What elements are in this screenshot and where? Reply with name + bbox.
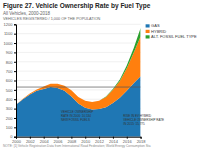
legend-label: HYBRID [151,29,166,34]
y-axis-title: VEHICLES REGISTERED / 1,000 OF THE POPUL… [3,17,101,21]
tick-mark [14,62,16,63]
tick-label: 700 [6,69,13,74]
tick: 0 [10,134,16,139]
tick-mark [14,137,16,138]
tick-mark [14,52,16,53]
tick-label: 500 [6,88,13,93]
tick: 1000 [4,41,16,46]
tick-label: 2016 [123,139,133,144]
text-line: Figure 27. Vehicle Ownership Rate by Fue… [3,2,151,10]
tick: 1200 [4,22,16,27]
tick-mark [14,90,16,91]
tick-label: 400 [6,97,13,102]
grid-line [16,33,141,34]
text-line: All Vehicles, 2000-2018 [3,11,51,16]
legend-swatch [146,24,150,27]
tick-mark [14,24,16,25]
source-note: NOTE: [1] Vehicle Registration Data from… [3,144,151,148]
tick-mark [14,81,16,82]
tick-label: 1000 [4,41,14,46]
tick: 800 [6,60,16,65]
tick-label: 2012 [95,139,105,144]
tick-label: 300 [6,106,13,111]
y-axis: 0 100 200 300 400 500 600 700 800 900 1000 1100 1200 [4,22,17,139]
text-line: VEHICLES REGISTERED / 1,000 OF THE POPUL… [3,17,101,21]
tick: 1100 [4,31,16,36]
tick-label: 200 [6,116,13,121]
annotation: RISE IN EV HYBRIDVEHICLE OWNERSHIP RATEI… [123,114,164,126]
tick: 900 [6,50,16,55]
tick: 2014 [109,137,119,144]
tick-mark [14,118,16,119]
title: Figure 27. Vehicle Ownership Rate by Fue… [3,2,151,10]
subtitle: All Vehicles, 2000-2018 [3,11,51,16]
axis-line [14,25,17,137]
tick-label: 0 [10,134,13,139]
annotation: VEHICLE OWNERSHIPRATE IN 2006: 10,534NEW… [61,110,93,122]
tick-label: 100 [6,125,13,130]
x-axis: 2000 2002 2004 20062008 2010 2012 2014 2016 2018 [12,137,146,144]
tick-label: 2002 [26,139,36,144]
tick: 2000 [12,137,22,144]
area [16,36,141,109]
tick: 700 [6,69,16,74]
tick: 2008 [67,137,77,144]
tick-label: 2014 [109,139,119,144]
tick-mark [14,127,16,128]
tick-mark [14,71,16,72]
grid-line [16,24,141,25]
grid [16,24,141,136]
tick: 2010 [81,137,91,144]
chart: Figure 27. Vehicle Ownership Rate by Fue… [0,0,200,150]
reference-line [16,87,141,88]
tick-label: 900 [6,50,13,55]
tick: 100 [6,125,16,130]
text-line: NEW FOSSIL FUELS [61,118,90,122]
legend-label: ALT. FOSSIL FUEL TYPE [151,34,197,39]
plot-area [16,28,141,137]
grid-line [16,71,141,72]
tick-label: 1200 [4,22,14,27]
tick-label: 1100 [4,31,13,36]
annotations: VEHICLE OWNERSHIPRATE IN 2006: 10,534NEW… [61,110,164,126]
grid-line [16,52,141,53]
tick: 2016 [123,137,133,144]
tick: 400 [6,97,16,102]
legend-swatch [146,30,150,33]
tick-label: 2000 [12,139,22,144]
tick-mark [14,34,16,35]
tick-label: 2010 [81,139,91,144]
tick-label: 600 [6,78,13,83]
tick-mark [14,43,16,44]
legend-item: HYBRID [146,29,167,34]
tick-label: 2006 [54,139,64,144]
tick-label: 800 [6,60,13,65]
tick: 200 [6,116,16,121]
tick-label: 2008 [67,139,77,144]
grid-line [16,61,141,62]
text-line: NOTE: [1] Vehicle Registration Data from… [3,144,151,148]
tick: 2018 [137,137,147,144]
tick-mark [14,99,16,100]
legend-item: GAS [146,23,160,28]
tick: 2002 [26,137,36,144]
area [16,28,141,105]
legend-label: GAS [151,23,160,28]
tick: 2004 [40,137,50,144]
tick: 600 [6,78,16,83]
tick-label: 2004 [40,139,50,144]
legend: GASHYBRIDALT. FOSSIL FUEL TYPE [146,23,197,39]
tick: 2006 [54,137,64,144]
grid-line [16,43,141,44]
tick-mark [14,109,16,110]
tick-label: 2018 [137,139,147,144]
legend-swatch [146,35,150,38]
legend-item: ALT. FOSSIL FUEL TYPE [146,34,197,39]
tick: 500 [6,88,16,93]
tick: 2012 [95,137,105,144]
tick: 300 [6,106,16,111]
text-line: IN 2015: 15,775 [123,122,145,126]
